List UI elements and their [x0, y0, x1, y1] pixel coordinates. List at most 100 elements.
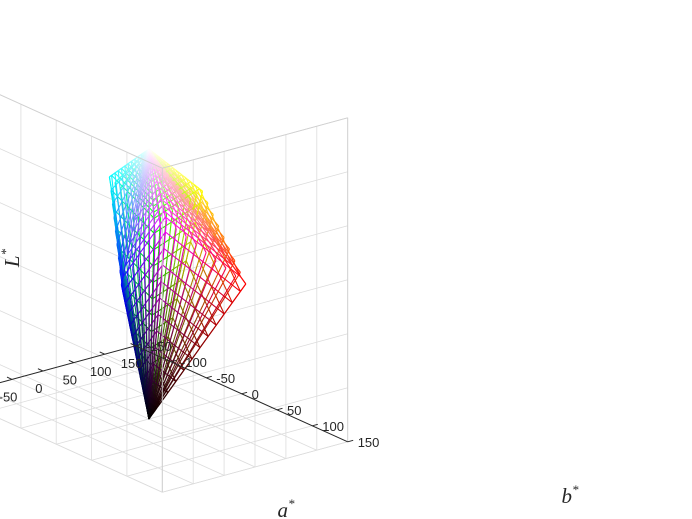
gamut-ring	[152, 286, 158, 293]
gamut-ring	[133, 216, 138, 222]
gamut-meridian	[216, 303, 220, 309]
gamut-meridian	[193, 308, 197, 314]
gamut-meridian	[182, 343, 186, 349]
gamut-ring	[158, 248, 165, 256]
gamut-meridian	[210, 293, 214, 298]
gamut-ring	[216, 307, 225, 315]
gamut-ring	[123, 223, 126, 234]
gamut-ring	[156, 330, 162, 335]
gamut-meridian	[172, 167, 175, 170]
gamut-ring	[134, 336, 137, 342]
gamut-meridian	[168, 271, 171, 277]
gamut-meridian	[179, 297, 183, 303]
gamut-meridian	[191, 182, 194, 185]
gamut-meridian	[204, 296, 208, 302]
gamut-meridian	[136, 362, 139, 367]
gamut-ring	[142, 356, 145, 359]
gamut-ring	[135, 295, 142, 303]
gamut-meridian	[202, 286, 206, 292]
gamut-meridian	[185, 254, 189, 261]
gamut-ring	[211, 316, 217, 326]
gamut-meridian	[194, 339, 198, 344]
gamut-meridian	[207, 231, 212, 236]
gamut-meridian	[180, 339, 184, 345]
gamut-ring	[180, 184, 187, 189]
gamut-meridian	[167, 322, 170, 329]
gamut-meridian	[181, 333, 186, 339]
gamut-ring	[118, 238, 121, 252]
gamut-meridian	[204, 325, 208, 330]
gamut-meridian	[162, 208, 165, 212]
gamut-meridian	[154, 153, 157, 156]
gamut-meridian	[129, 201, 132, 205]
gamut-meridian	[186, 211, 189, 218]
gamut-meridian	[168, 276, 171, 282]
gamut-meridian	[132, 164, 135, 167]
gamut-ring	[202, 313, 210, 321]
gamut-meridian	[166, 256, 168, 263]
gamut-meridian	[207, 225, 211, 232]
gamut-meridian	[169, 344, 173, 351]
gamut-meridian	[151, 404, 154, 410]
gamut-meridian	[186, 225, 189, 229]
gamut-meridian	[219, 276, 223, 281]
gamut-meridian	[178, 209, 181, 213]
gamut-ring	[127, 198, 130, 208]
gamut-meridian	[153, 388, 156, 394]
gamut-ring	[160, 161, 163, 164]
gamut-meridian	[184, 338, 188, 344]
gamut-meridian	[169, 354, 172, 360]
gamut-ring	[206, 281, 216, 290]
gamut-ring	[171, 172, 175, 178]
gamut-meridian	[133, 297, 136, 304]
gamut-ring	[145, 308, 150, 313]
gamut-ring	[125, 279, 128, 288]
gamut-meridian	[143, 162, 146, 166]
gamut-meridian	[162, 253, 165, 260]
gamut-meridian	[138, 346, 141, 354]
gamut-meridian	[135, 293, 138, 301]
gamut-meridian	[118, 192, 120, 196]
gamut-meridian	[162, 206, 165, 210]
gamut-meridian	[176, 266, 179, 273]
gamut-meridian	[161, 163, 164, 167]
gamut-ring	[170, 284, 175, 288]
gamut-ring	[135, 173, 138, 179]
gamut-meridian	[205, 308, 210, 314]
gamut-meridian	[181, 251, 184, 258]
gamut-meridian	[119, 233, 122, 237]
gamut-meridian	[169, 259, 172, 266]
gamut-meridian	[182, 217, 185, 221]
gamut-ring	[173, 170, 178, 174]
gamut-meridian	[164, 274, 166, 281]
gamut-meridian	[170, 379, 174, 384]
gamut-ring	[157, 384, 161, 388]
gamut-meridian	[213, 324, 217, 330]
gamut-ring	[137, 226, 142, 233]
gamut-ring	[187, 192, 195, 197]
gamut-meridian	[154, 155, 157, 158]
gamut-ring	[148, 398, 151, 401]
gamut-meridian	[159, 175, 162, 179]
gamut-ring	[165, 390, 169, 394]
gamut-ring	[131, 301, 137, 309]
gamut-meridian	[152, 164, 154, 168]
gamut-meridian	[156, 403, 161, 409]
gamut-ring	[111, 175, 114, 189]
gamut-ring	[202, 268, 208, 279]
gamut-meridian	[202, 339, 206, 345]
gamut-meridian	[180, 256, 183, 263]
gamut-meridian	[170, 331, 174, 337]
gamut-meridian	[143, 396, 146, 401]
gamut-ring	[115, 213, 118, 227]
gamut-ring	[208, 226, 213, 235]
gamut-meridian	[123, 295, 126, 300]
gamut-ring	[135, 168, 137, 174]
gamut-ring	[203, 205, 210, 216]
gamut-meridian	[133, 281, 136, 286]
gamut-ring	[146, 161, 148, 164]
gamut-meridian	[220, 263, 224, 269]
gamut-ring	[167, 374, 171, 378]
gamut-ring	[142, 361, 146, 366]
gamut-ring	[181, 174, 186, 183]
